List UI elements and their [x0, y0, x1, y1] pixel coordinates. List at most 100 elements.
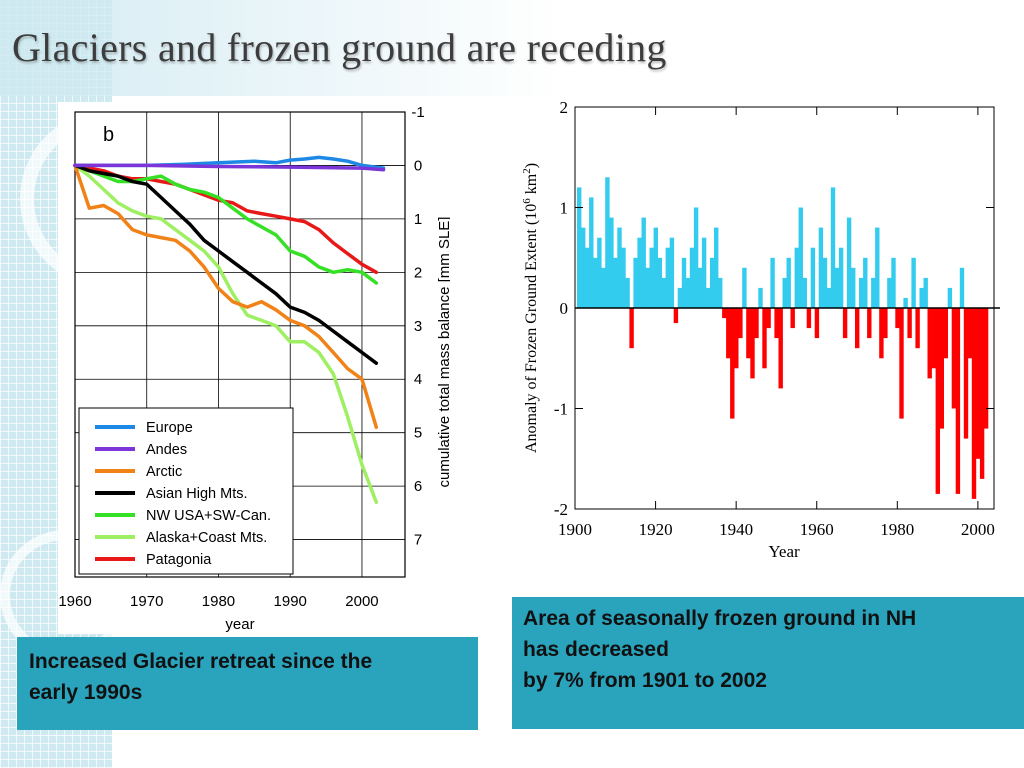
anomaly-bar [951, 308, 957, 409]
anomaly-bar [891, 257, 896, 309]
x-axis-label: year [225, 616, 254, 633]
anomaly-bar [943, 308, 948, 359]
anomaly-bar [947, 287, 953, 308]
anomaly-bar [822, 257, 828, 309]
y-tick-label: 3 [414, 318, 422, 335]
anomaly-bar [818, 227, 824, 308]
anomaly-bar [613, 257, 618, 309]
anomaly-bar [790, 308, 795, 329]
y-tick-label: 2 [560, 98, 569, 117]
anomaly-bar [806, 308, 812, 329]
anomaly-bar [705, 287, 711, 308]
anomaly-bar [907, 308, 912, 339]
anomaly-bar [887, 277, 892, 308]
anomaly-bar [754, 308, 759, 339]
anomaly-bar [605, 177, 610, 308]
anomaly-bar [601, 267, 606, 308]
slide-title: Glaciers and frozen ground are receding [12, 25, 667, 70]
anomaly-bar [738, 308, 743, 339]
anomaly-bar [851, 267, 856, 308]
y-tick-label: 5 [414, 425, 422, 442]
x-tick-label: 1980 [880, 520, 914, 539]
legend-label: Alaska+Coast Mts. [146, 530, 267, 546]
y-tick-label: -1 [554, 400, 568, 419]
anomaly-bar [685, 277, 691, 308]
anomaly-bar [842, 308, 848, 339]
anomaly-bar [875, 227, 880, 308]
x-axis-label: Year [768, 542, 800, 561]
anomaly-bar [919, 287, 924, 308]
x-tick-label: 1980 [202, 593, 235, 610]
series-line-alaska-coast-mts- [73, 163, 379, 504]
anomaly-bar [770, 257, 775, 309]
caption-line: early 1990s [29, 681, 143, 704]
anomaly-bar [633, 257, 638, 309]
anomaly-bar [677, 287, 683, 308]
anomaly-bar [879, 308, 884, 359]
anomaly-bar [983, 308, 989, 429]
anomaly-bar [710, 257, 715, 309]
anomaly-bar [975, 308, 981, 459]
x-tick-label: 1970 [130, 593, 163, 610]
y-axis-label: Anomaly of Frozen Ground Extent (106 km2… [521, 163, 540, 453]
x-tick-label: 1940 [719, 520, 753, 539]
anomaly-bar [665, 247, 670, 308]
plot-frame [74, 111, 406, 578]
anomaly-bar [766, 308, 771, 329]
caption-line: Increased Glacier retreat since the [29, 650, 373, 673]
y-tick-label: -1 [411, 104, 424, 121]
anomaly-bar [746, 308, 751, 359]
x-tick-label: 1960 [58, 593, 91, 610]
y-tick-label: 1 [560, 199, 569, 218]
legend-label: NW USA+SW-Can. [146, 508, 271, 524]
anomaly-bar [826, 287, 832, 308]
x-tick-label: 1920 [639, 520, 673, 539]
anomaly-bar [782, 277, 787, 308]
anomaly-bar [689, 247, 695, 308]
anomaly-bar [798, 207, 803, 308]
anomaly-bar [722, 308, 727, 319]
anomaly-bar [778, 308, 783, 389]
anomaly-bar [697, 267, 703, 308]
anomaly-bar [661, 277, 666, 308]
anomaly-bar [867, 308, 872, 339]
anomaly-bar [589, 197, 594, 308]
anomaly-bar [955, 308, 961, 494]
legend-label: Patagonia [146, 552, 212, 568]
anomaly-bar [802, 277, 807, 308]
anomaly-bar [734, 308, 739, 369]
anomaly-bar [657, 257, 662, 309]
series-line-nw-usa-sw-can- [73, 163, 379, 285]
anomaly-bar [959, 267, 965, 308]
series-line-andes [73, 163, 386, 172]
anomaly-bar [915, 308, 920, 349]
anomaly-bar [641, 217, 646, 308]
anomaly-bar [971, 308, 977, 499]
frozen-ground-chart: 1900 1920 1940 1960 1980 2000 2 1 0 -1 -2 Year Ano… [515, 96, 1024, 566]
anomaly-bar [629, 308, 634, 349]
glacier-chart: b 1960 1970 1980 1990 2000 -1 0 1 2 3 4 5 6 7 year cu… [58, 102, 450, 634]
anomaly-bar [681, 257, 687, 309]
anomaly-bar [963, 308, 969, 439]
series-line-arctic [73, 163, 379, 430]
anomaly-bar [923, 277, 928, 308]
legend-label: Arctic [146, 464, 182, 480]
anomaly-bar [701, 237, 707, 308]
anomaly-bar [911, 257, 916, 309]
anomaly-bar [730, 308, 735, 419]
x-tick-label: 1960 [800, 520, 834, 539]
anomaly-bar [979, 308, 985, 479]
anomaly-bar [577, 187, 582, 308]
legend-label: Andes [146, 442, 187, 458]
caption-line: has decreased [523, 638, 669, 661]
anomaly-bar [794, 247, 799, 308]
anomaly-bar [750, 308, 755, 379]
anomaly-bar [593, 257, 598, 309]
x-tick-label: 1900 [558, 520, 592, 539]
anomaly-bar [786, 257, 791, 309]
left-caption-box: Increased Glacier retreat since the earl… [17, 637, 478, 730]
x-tick-label: 1990 [274, 593, 307, 610]
anomaly-bar [935, 308, 940, 494]
anomaly-bar [859, 277, 864, 308]
anomaly-bar [834, 267, 840, 308]
